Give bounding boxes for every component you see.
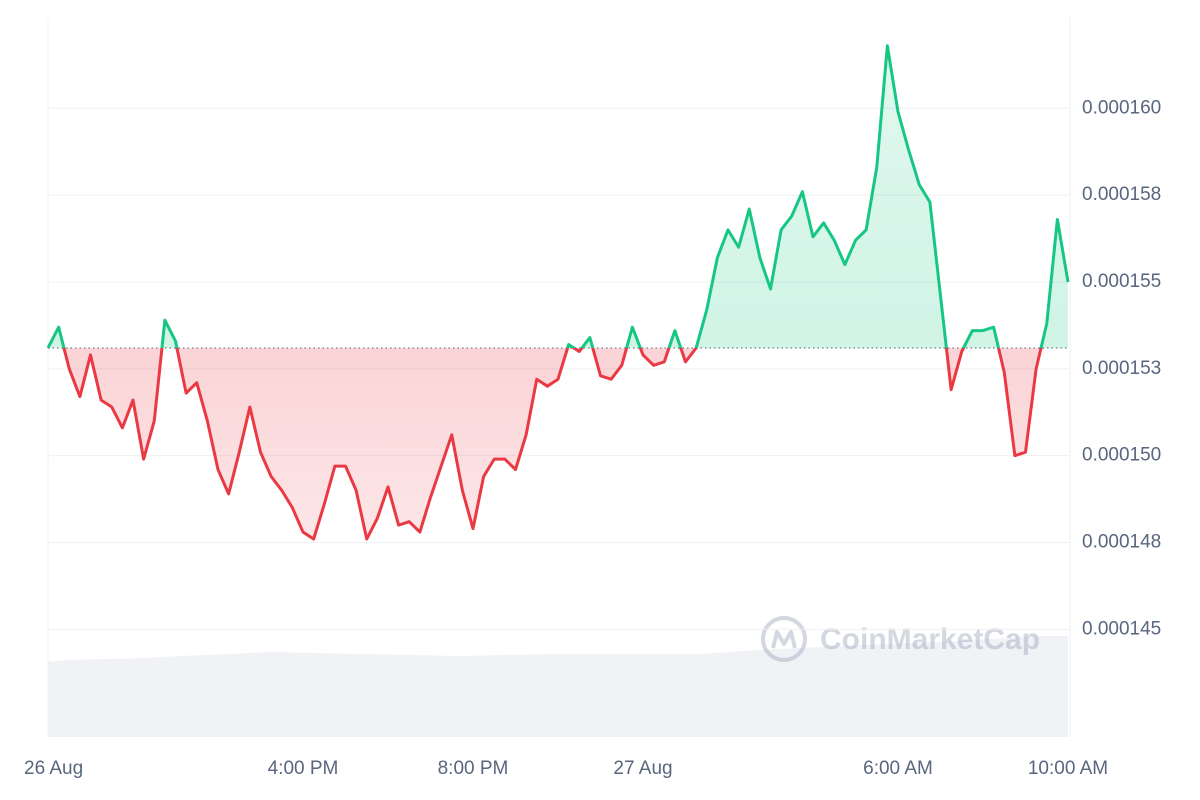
area-fill [48,45,1068,540]
x-tick-label: 27 Aug [613,758,672,779]
watermark-text: CoinMarketCap [820,623,1040,656]
x-tick-label: 6:00 AM [863,758,933,779]
y-tick-label: 0.000148 [1082,532,1161,553]
x-tick-label: 26 Aug [24,758,83,779]
y-tick-label: 0.000160 [1082,97,1161,118]
plot [46,44,1070,541]
y-tick-label: 0.000158 [1082,184,1161,205]
x-tick-label: 4:00 PM [268,758,339,779]
watermark-logo-mark [771,630,797,649]
x-tick-label: 8:00 PM [438,758,509,779]
volume-backdrop [48,636,1068,737]
watermark-logo [761,616,807,662]
x-tick-label: 10:00 AM [1028,758,1108,779]
y-tick-label: 0.000155 [1082,271,1161,292]
price-line [46,44,1070,541]
axes: 0.000145 0.000148 0.000150 0.000153 0.000155… [24,97,1161,779]
y-tick-label: 0.000153 [1082,358,1161,379]
y-tick-label: 0.000150 [1082,445,1161,466]
grid [48,107,1070,630]
watermark: CoinMarketCap [761,616,1040,662]
y-tick-label: 0.000145 [1082,618,1161,639]
